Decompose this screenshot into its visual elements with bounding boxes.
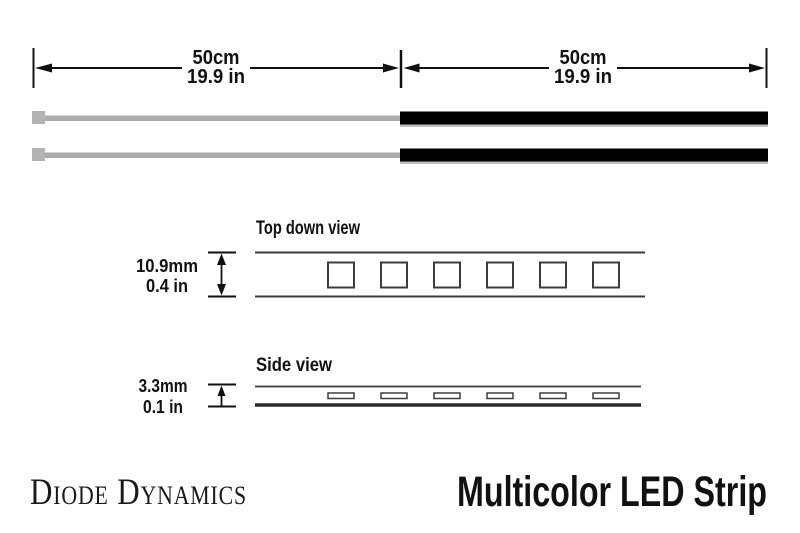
strip1-connector <box>32 111 45 124</box>
top-down-view: Top down view 10.9mm 0.4 in <box>136 218 645 298</box>
segment1-length-imperial: 19.9 in <box>187 66 245 88</box>
footer: Diode Dynamics Multicolor LED Strip <box>30 468 767 516</box>
strip2-body <box>400 148 768 162</box>
led-chip-square <box>433 261 461 289</box>
led-chip-square <box>380 261 408 289</box>
led-chip-square <box>592 261 620 289</box>
product-title: Multicolor LED Strip <box>457 468 767 516</box>
led-chip-square <box>327 261 355 289</box>
segment2-length-metric: 50cm <box>560 47 607 69</box>
width-imperial-label: 0.4 in <box>146 276 188 296</box>
led-strip-2 <box>32 148 768 164</box>
strip1-bottom-edge <box>400 124 768 127</box>
led-chip-profile <box>433 392 461 400</box>
led-strip-1 <box>32 111 768 127</box>
arrowhead-down-icon <box>217 284 226 296</box>
led-chip-square <box>486 261 514 289</box>
strip2-lead-wire <box>45 152 400 158</box>
arrowhead-up-icon <box>217 385 226 396</box>
arrowhead-right-icon <box>749 63 765 73</box>
arrowhead-left-icon <box>35 63 52 73</box>
strip2-bottom-edge <box>400 161 768 164</box>
arrowhead-left-icon <box>403 63 420 73</box>
segment2-length-imperial: 19.9 in <box>554 66 612 88</box>
led-chip-profile <box>592 392 620 400</box>
led-chip-profile <box>539 392 567 400</box>
length-ruler: 50cm 19.9 in 50cm 19.9 in <box>32 47 768 88</box>
segment1-length-metric: 50cm <box>193 47 240 69</box>
height-imperial-label: 0.1 in <box>143 397 183 417</box>
brand-logo: Diode Dynamics <box>30 472 247 513</box>
arrowhead-right-icon <box>383 63 399 73</box>
top-view-led-chips <box>327 261 620 289</box>
strip2-connector <box>32 148 45 161</box>
side-view-led-chips <box>327 392 620 400</box>
led-chip-profile <box>380 392 408 400</box>
arrowhead-up-icon <box>217 253 226 265</box>
strip1-body <box>400 111 768 125</box>
side-view: Side view 3.3mm 0.1 in <box>139 355 641 417</box>
strip1-lead-wire <box>45 115 400 121</box>
side-view-label: Side view <box>256 355 332 376</box>
top-down-view-label: Top down view <box>256 218 360 239</box>
led-chip-square <box>539 261 567 289</box>
height-metric-label: 3.3mm <box>139 376 188 396</box>
led-chip-profile <box>327 392 355 400</box>
led-chip-profile <box>486 392 514 400</box>
width-metric-label: 10.9mm <box>136 256 198 276</box>
